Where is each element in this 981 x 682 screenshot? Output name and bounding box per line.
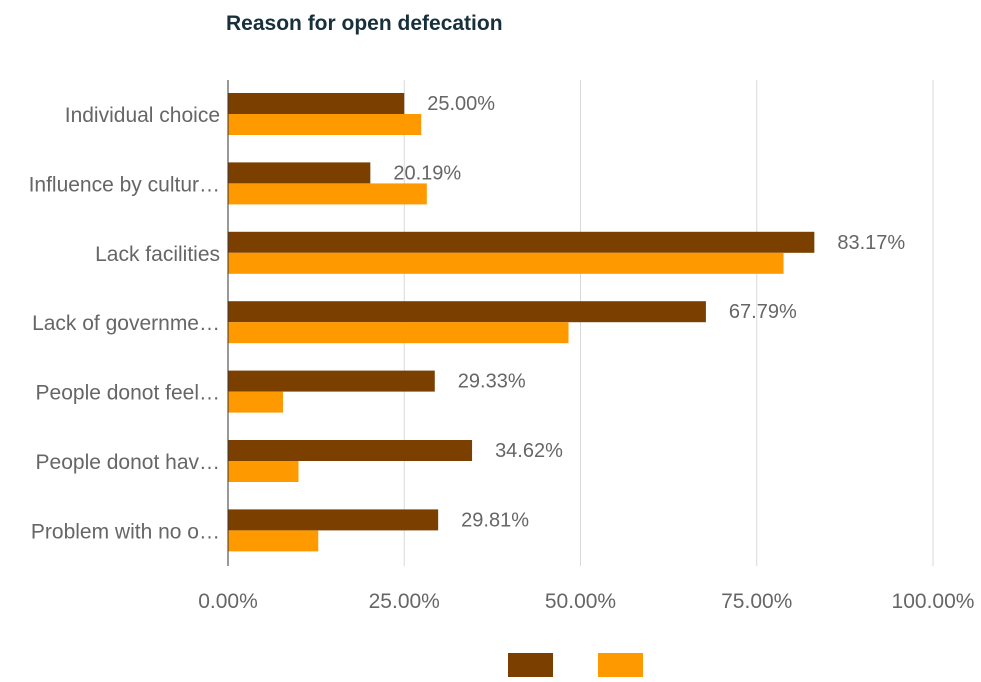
data-label: 29.33% bbox=[458, 371, 526, 393]
legend-swatch bbox=[508, 653, 553, 677]
x-tick-label: 0.00% bbox=[198, 590, 258, 613]
bar bbox=[228, 252, 784, 274]
data-label: 83.17% bbox=[837, 232, 905, 254]
category-label: People donot hav… bbox=[36, 451, 220, 474]
bar bbox=[228, 440, 473, 461]
bar bbox=[228, 509, 439, 531]
bar bbox=[228, 93, 405, 114]
category-label: Lack facilities bbox=[95, 243, 220, 266]
x-tick-label: 50.00% bbox=[545, 590, 616, 613]
category-label: Influence by cultur… bbox=[29, 173, 220, 196]
bar bbox=[228, 231, 815, 253]
x-tick-label: 100.00% bbox=[892, 590, 975, 613]
data-label: 29.81% bbox=[461, 509, 529, 531]
category-label: Individual choice bbox=[65, 104, 220, 127]
bar bbox=[228, 391, 283, 413]
legend-swatch bbox=[598, 653, 643, 677]
category-label: Problem with no o… bbox=[31, 520, 220, 543]
x-tick-label: 75.00% bbox=[721, 590, 792, 613]
bar bbox=[228, 183, 427, 205]
x-tick-label: 25.00% bbox=[369, 590, 440, 613]
bar bbox=[228, 530, 319, 552]
category-label: People donot feel… bbox=[36, 382, 220, 405]
bar bbox=[228, 114, 422, 135]
chart-title: Reason for open defecation bbox=[226, 12, 503, 35]
data-label: 25.00% bbox=[427, 93, 495, 115]
bar bbox=[228, 461, 299, 482]
bar bbox=[228, 322, 569, 344]
data-label: 20.19% bbox=[393, 162, 461, 184]
data-label: 67.79% bbox=[729, 301, 797, 323]
data-label: 34.62% bbox=[495, 440, 563, 462]
category-label: Lack of governme… bbox=[32, 312, 220, 335]
bar bbox=[228, 162, 371, 184]
bar bbox=[228, 301, 706, 323]
bar bbox=[228, 370, 435, 392]
